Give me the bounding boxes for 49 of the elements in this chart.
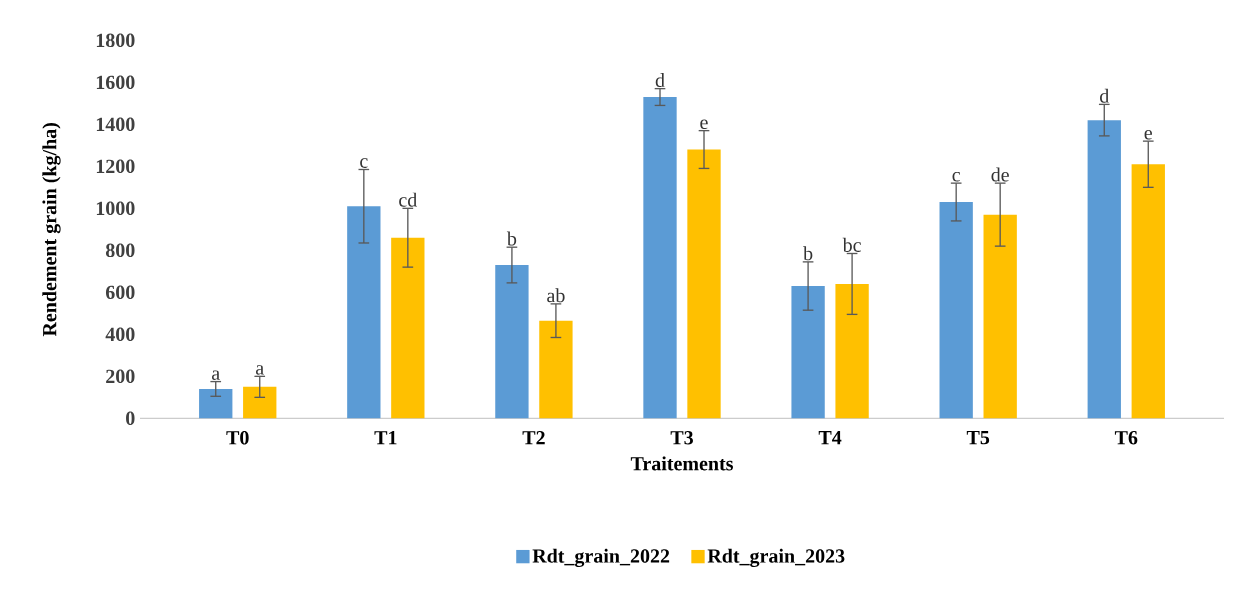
bar — [643, 97, 677, 419]
data-label: bc — [842, 237, 861, 252]
bar — [687, 149, 721, 419]
bar — [791, 286, 825, 419]
data-label: a — [212, 370, 220, 380]
x-tick-label: T1 — [374, 431, 397, 445]
bar — [199, 388, 233, 419]
bar — [835, 283, 869, 419]
bar — [1087, 120, 1121, 419]
data-label: a — [256, 365, 264, 375]
y-tick-label: 200 — [106, 369, 135, 384]
legend-label: Rdt_grain_2023 — [707, 548, 845, 567]
data-label: d — [1100, 88, 1110, 103]
bar — [391, 237, 425, 419]
y-tick-label: 1400 — [96, 117, 135, 132]
data-label: cd — [399, 192, 418, 207]
y-tick-label: 1200 — [96, 159, 135, 174]
y-tick-label: 1600 — [96, 75, 135, 90]
y-tick-label: 600 — [105, 285, 135, 300]
y-tick-label: 1800 — [96, 33, 135, 48]
bar — [1131, 164, 1165, 419]
data-label: de — [991, 167, 1009, 182]
data-label: b — [506, 231, 517, 246]
y-axis-title: Rendement grain (kg/ha) — [42, 123, 61, 337]
x-tick-label: T0 — [226, 431, 249, 445]
x-tick-label: T4 — [818, 431, 842, 445]
x-tick-label: T3 — [670, 431, 693, 445]
y-tick-label: 0 — [126, 411, 135, 426]
y-tick-label: 800 — [105, 243, 135, 258]
data-label: c — [952, 171, 960, 182]
legend-label: Rdt_grain_2022 — [532, 548, 670, 567]
data-label: c — [360, 158, 368, 168]
bar — [495, 265, 529, 419]
data-label: e — [700, 119, 708, 130]
bar — [539, 320, 573, 419]
x-tick-label: T6 — [1114, 431, 1138, 445]
data-label: d — [655, 72, 665, 88]
bar — [939, 202, 973, 419]
x-tick-label: T2 — [522, 431, 545, 445]
bar — [347, 206, 381, 419]
bar — [983, 214, 1017, 419]
data-label: b — [803, 246, 813, 261]
data-label: ab — [547, 288, 565, 303]
x-axis-title: Traitements — [630, 456, 733, 471]
x-tick-label: T5 — [966, 431, 990, 445]
data-label: e — [1144, 129, 1153, 140]
y-tick-label: 400 — [105, 327, 135, 342]
y-tick-label: 1000 — [96, 201, 135, 216]
bar — [243, 386, 277, 419]
